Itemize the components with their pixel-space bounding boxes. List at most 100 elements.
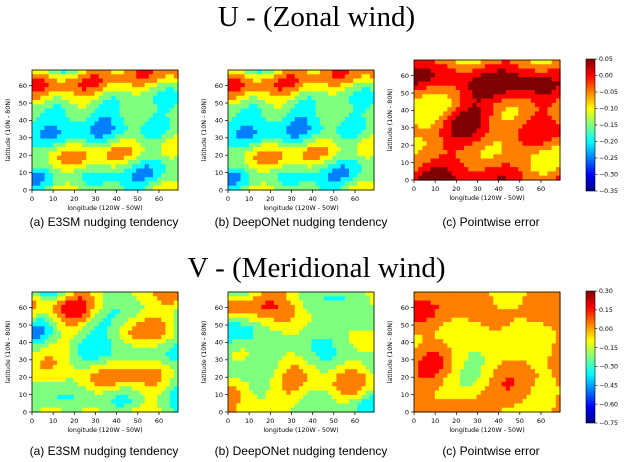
heatmap-cell	[426, 171, 432, 177]
heatmap-cell	[65, 356, 71, 362]
heatmap-cell	[253, 334, 258, 340]
heatmap-cell	[307, 399, 313, 405]
heatmap-cell	[161, 104, 167, 110]
heatmap-cell	[278, 142, 283, 148]
heatmap-cell	[152, 112, 158, 118]
heatmap-cell	[311, 172, 317, 178]
heatmap-cell	[165, 403, 171, 409]
heatmap-cell	[52, 78, 58, 84]
heatmap-cell	[253, 117, 258, 123]
heatmap-cell	[132, 87, 137, 93]
heatmap-cell	[307, 313, 313, 319]
heatmap-cell	[269, 121, 275, 127]
heatmap-cell	[90, 160, 96, 165]
heatmap-cell	[418, 124, 423, 130]
heatmap-cell	[161, 360, 167, 366]
heatmap-cell	[257, 364, 262, 370]
heatmap-cell	[236, 373, 242, 379]
heatmap-cell	[32, 138, 37, 144]
heatmap-cell	[148, 386, 154, 392]
heatmap-cell	[57, 100, 62, 105]
x-tick-label: 0	[30, 195, 34, 203]
heatmap-cell	[484, 68, 490, 74]
heatmap-cell	[94, 177, 100, 183]
heatmap-cell	[464, 120, 469, 125]
heatmap-cell	[294, 369, 300, 375]
heatmap-cell	[111, 95, 117, 101]
heatmap-cell	[98, 160, 104, 165]
heatmap-cell	[136, 160, 142, 165]
heatmap-cell	[273, 377, 279, 383]
heatmap-cell	[265, 134, 271, 140]
heatmap-cell	[44, 155, 50, 161]
heatmap-cell	[169, 164, 175, 170]
heatmap-cell	[332, 377, 338, 383]
heatmap-cell	[148, 309, 154, 315]
heatmap-cell	[69, 322, 75, 327]
heatmap-cell	[157, 87, 162, 93]
heatmap-cell	[73, 364, 79, 370]
heatmap-cell	[140, 70, 146, 75]
heatmap-cell	[472, 137, 478, 143]
heatmap-cell	[52, 364, 58, 370]
heatmap-cell	[286, 78, 292, 84]
heatmap-cell	[468, 120, 473, 125]
heatmap-cell	[430, 154, 436, 160]
heatmap-cell	[94, 117, 100, 123]
heatmap-cell	[365, 322, 371, 327]
heatmap-cell	[148, 125, 154, 131]
heatmap-cell	[157, 394, 162, 400]
heatmap-cell	[439, 102, 444, 108]
heatmap-cell	[365, 300, 371, 306]
heatmap-cell	[228, 164, 233, 170]
heatmap-cell	[169, 399, 175, 405]
heatmap-cell	[173, 347, 179, 353]
heatmap-cell	[447, 77, 453, 83]
heatmap-cell	[123, 369, 129, 375]
heatmap-cell	[282, 130, 287, 135]
heatmap-cell	[286, 91, 292, 97]
heatmap-cell	[530, 77, 536, 83]
heatmap-cell	[136, 377, 142, 383]
heatmap-cell	[119, 386, 125, 392]
heatmap-cell	[269, 330, 275, 336]
heatmap-cell	[353, 360, 358, 366]
heatmap-cell	[551, 128, 557, 134]
heatmap-cell	[269, 130, 275, 135]
heatmap-cell	[132, 104, 137, 110]
heatmap-cell	[323, 117, 329, 123]
heatmap-cell	[269, 317, 275, 323]
heatmap-cell	[102, 326, 108, 332]
heatmap-cell	[253, 108, 258, 114]
heatmap-cell	[493, 111, 499, 117]
heatmap-cell	[328, 356, 333, 362]
heatmap-cell	[228, 377, 233, 383]
heatmap-cell	[340, 112, 346, 118]
heatmap-cell	[497, 167, 503, 173]
heatmap-cell	[286, 185, 292, 191]
heatmap-cell	[144, 138, 150, 144]
heatmap-cell	[514, 175, 519, 181]
heatmap-cell	[294, 390, 300, 396]
heatmap-cell	[269, 74, 275, 80]
heatmap-cell	[173, 330, 179, 336]
heatmap-cell	[98, 369, 104, 375]
heatmap-cell	[77, 70, 83, 75]
heatmap-cell	[57, 352, 62, 357]
heatmap-cell	[298, 168, 304, 174]
heatmap-cell	[261, 309, 267, 315]
heatmap-cell	[140, 142, 146, 148]
heatmap-cell	[82, 356, 87, 362]
heatmap-cell	[551, 72, 557, 78]
heatmap-cell	[539, 150, 544, 155]
heatmap-cell	[505, 120, 511, 125]
heatmap-cell	[152, 403, 158, 409]
heatmap-cell	[119, 300, 125, 306]
heatmap-cell	[526, 72, 532, 78]
colorbar-svg: 0.050.00−0.05−0.10−0.15−0.20−0.25−0.30−0…	[585, 56, 618, 195]
heatmap-cell	[228, 373, 233, 379]
heatmap-cell	[98, 296, 104, 302]
heatmap-cell	[365, 95, 371, 101]
heatmap-cell	[102, 70, 108, 75]
heatmap-cell	[107, 104, 112, 110]
